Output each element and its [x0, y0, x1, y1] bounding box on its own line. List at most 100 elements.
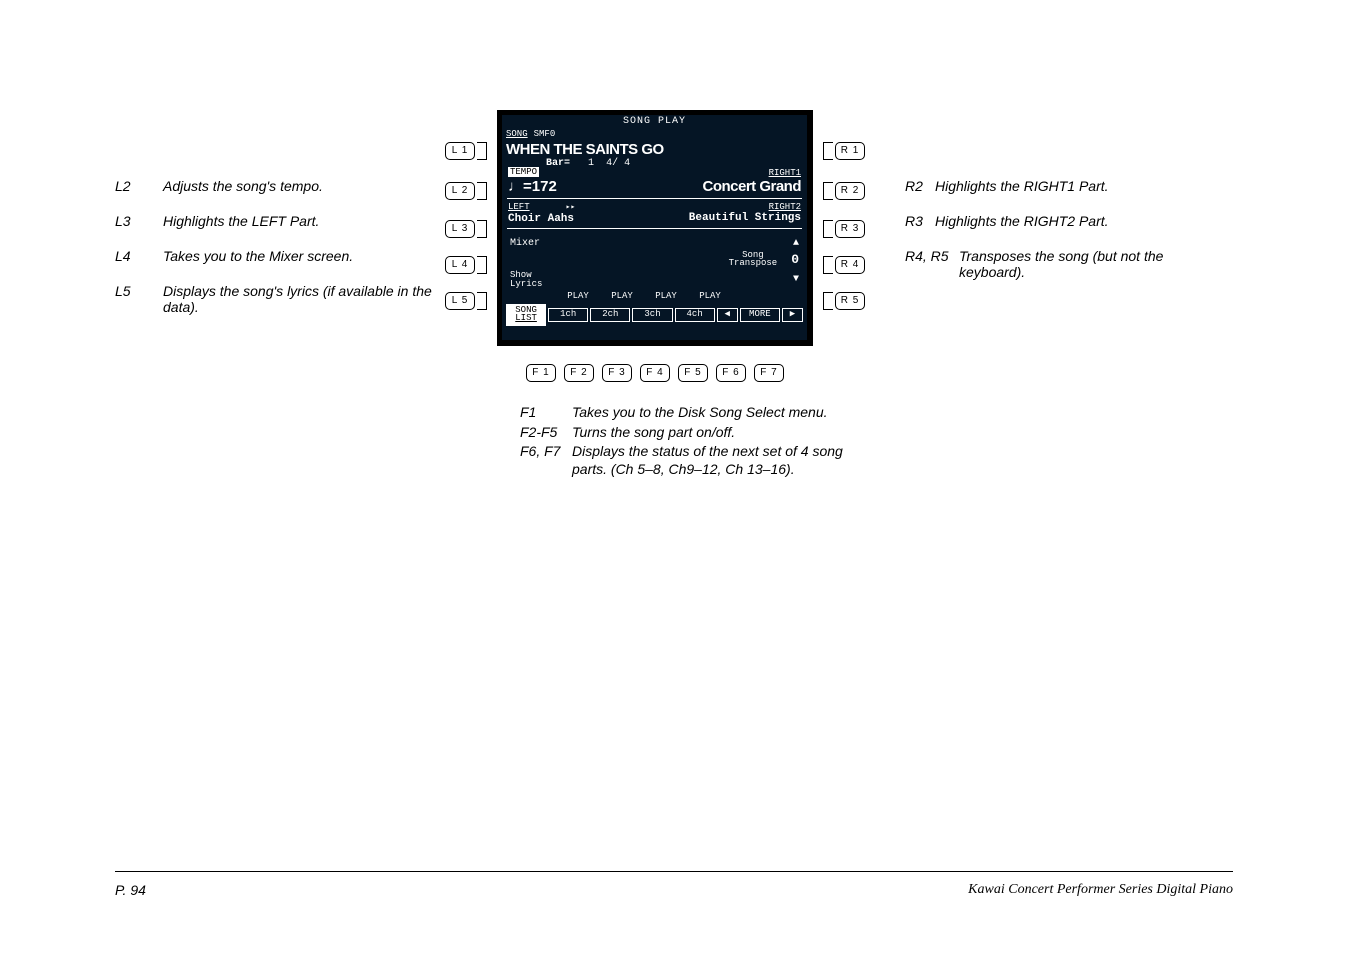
f-descriptions: F1 Takes you to the Disk Song Select men…	[465, 404, 845, 478]
desc-text: Transposes the song (but not the keyboar…	[959, 248, 1233, 280]
f-key: F1	[520, 404, 572, 422]
ch3-chip: 3ch	[632, 308, 672, 322]
r-button-1[interactable]: R 1	[835, 142, 865, 160]
play-label-4: PLAY	[688, 291, 732, 301]
content-area: L2 Adjusts the song's tempo. L3 Highligh…	[115, 110, 1233, 480]
ch4-chip: 4ch	[675, 308, 715, 322]
desc-row-l3: L3 Highlights the LEFT Part.	[115, 213, 445, 229]
f-button-5[interactable]: F 5	[678, 364, 708, 382]
time-sig: 4/ 4	[606, 158, 630, 169]
desc-row-r2: R2 Highlights the RIGHT1 Part.	[905, 178, 1233, 194]
desc-text: Highlights the RIGHT1 Part.	[935, 178, 1109, 194]
r-bracket-5	[823, 292, 833, 310]
desc-key: L3	[115, 213, 163, 229]
transpose-value: 0	[791, 252, 799, 267]
lcd-left-right2-row: LEFT ▸▸ Choir Aahs RIGHT2 Beautiful Stri…	[502, 202, 807, 225]
play-label-3: PLAY	[644, 291, 688, 301]
f-row-f2f5: F2-F5 Turns the song part on/off.	[520, 424, 845, 442]
desc-key: L4	[115, 248, 163, 264]
mixer-label: Mixer	[510, 238, 540, 249]
desc-row-l5: L5 Displays the song's lyrics (if availa…	[115, 283, 445, 315]
left-block: LEFT ▸▸ Choir Aahs	[508, 202, 575, 225]
cursor-icon: ▸▸	[566, 203, 576, 212]
desc-text: Takes you to the Mixer screen.	[163, 248, 353, 264]
f-key: F6, F7	[520, 443, 572, 478]
f-button-4[interactable]: F 4	[640, 364, 670, 382]
l-button-3[interactable]: L 3	[445, 220, 475, 238]
desc-text: Highlights the RIGHT2 Part.	[935, 213, 1109, 229]
desc-key: L2	[115, 178, 163, 194]
bar-spacer	[594, 158, 606, 169]
tempo-value: ♩=172	[508, 178, 557, 195]
play-label-2: PLAY	[600, 291, 644, 301]
more-left-chip: ◀	[717, 308, 738, 322]
l-button-4[interactable]: L 4	[445, 256, 475, 274]
l-button-2[interactable]: L 2	[445, 182, 475, 200]
desc-text: Displays the song's lyrics (if available…	[163, 283, 445, 315]
right2-block: RIGHT2 Beautiful Strings	[689, 202, 801, 224]
lcd-inner: SONG PLAY SONG SMF0 WHEN THE SAINTS GO B…	[502, 115, 807, 340]
page-footer: P. 94 Kawai Concert Performer Series Dig…	[115, 871, 1233, 898]
left-label: LEFT	[508, 202, 530, 212]
f-buttons-row: F 1 F 2 F 3 F 4 F 5 F 6 F 7	[445, 364, 865, 382]
lcd-title-bar: SONG PLAY	[502, 115, 807, 128]
lcd-song-header: SONG SMF0	[502, 128, 807, 141]
up-arrow-icon: ▲	[793, 238, 799, 249]
song-format: SMF0	[534, 129, 556, 139]
lcd-bottom-row: SONG LIST 1ch 2ch 3ch 4ch ◀ MORE ▶	[502, 302, 807, 327]
lcd-divider	[507, 198, 802, 199]
desc-key: R3	[905, 213, 935, 229]
showlyrics-label: Show Lyrics	[510, 271, 542, 288]
r-button-2[interactable]: R 2	[835, 182, 865, 200]
r-bracket-4	[823, 256, 833, 274]
f-row-f1: F1 Takes you to the Disk Song Select men…	[520, 404, 845, 422]
l-bracket-1	[477, 142, 487, 160]
left-value: Choir Aahs	[508, 213, 575, 225]
l-button-1[interactable]: L 1	[445, 142, 475, 160]
desc-row-l4: L4 Takes you to the Mixer screen.	[115, 248, 445, 264]
f-button-2[interactable]: F 2	[564, 364, 594, 382]
desc-row-r3: R3 Highlights the RIGHT2 Part.	[905, 213, 1233, 229]
showlyrics-label-2: Lyrics	[510, 280, 542, 289]
tempo-block: TEMPO ♩=172	[508, 167, 557, 195]
f-text: Takes you to the Disk Song Select menu.	[572, 404, 828, 422]
f-button-6[interactable]: F 6	[716, 364, 746, 382]
r-bracket-3	[823, 220, 833, 238]
f-button-3[interactable]: F 3	[602, 364, 632, 382]
l-button-5[interactable]: L 5	[445, 292, 475, 310]
f-button-7[interactable]: F 7	[754, 364, 784, 382]
right2-label: RIGHT2	[689, 202, 801, 212]
ch2-chip: 2ch	[590, 308, 630, 322]
l-bracket-3	[477, 220, 487, 238]
f-text: Displays the status of the next set of 4…	[572, 443, 845, 478]
footer-title: Kawai Concert Performer Series Digital P…	[968, 882, 1233, 898]
r-button-4[interactable]: R 4	[835, 256, 865, 274]
ch1-chip: 1ch	[548, 308, 588, 322]
lcd-transpose-row: Song Transpose 0	[502, 251, 807, 267]
lcd-divider	[507, 228, 802, 229]
desc-text: Highlights the LEFT Part.	[163, 213, 319, 229]
play-label-1: PLAY	[556, 291, 600, 301]
transpose-label: Song Transpose	[729, 251, 778, 267]
l-bracket-4	[477, 256, 487, 274]
desc-row-r4r5: R4, R5 Transposes the song (but not the …	[905, 248, 1233, 280]
columns: L2 Adjusts the song's tempo. L3 Highligh…	[115, 110, 1233, 480]
lcd-showlyrics-row: Show Lyrics ▼	[502, 267, 807, 290]
center-column: L 1 L 2 L 3 L 4 L 5 R 1 R 2 R 3 R 4 R 5 SONG PLA…	[445, 110, 865, 480]
f-button-1[interactable]: F 1	[526, 364, 556, 382]
r-button-3[interactable]: R 3	[835, 220, 865, 238]
right-descriptions-column: R2 Highlights the RIGHT1 Part. R3 Highli…	[865, 110, 1233, 299]
r-button-5[interactable]: R 5	[835, 292, 865, 310]
right2-value: Beautiful Strings	[689, 212, 801, 224]
page-number: P. 94	[115, 882, 146, 898]
left-descriptions-column: L2 Adjusts the song's tempo. L3 Highligh…	[115, 110, 445, 334]
lcd-play-row: PLAY PLAY PLAY PLAY	[502, 290, 807, 302]
desc-key: L5	[115, 283, 163, 315]
f-text: Turns the song part on/off.	[572, 424, 735, 442]
bar-value	[570, 158, 588, 169]
desc-key: R4, R5	[905, 248, 959, 280]
transpose-label-2: Transpose	[729, 259, 778, 267]
lcd-tempo-right1-row: TEMPO ♩=172 RIGHT1 Concert Grand	[502, 167, 807, 195]
song-label: SONG	[506, 129, 528, 139]
lcd-mixer-row: Mixer ▲	[502, 232, 807, 251]
